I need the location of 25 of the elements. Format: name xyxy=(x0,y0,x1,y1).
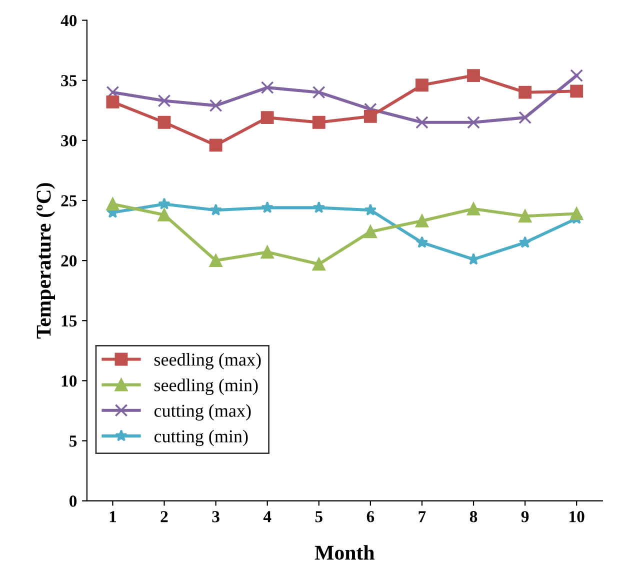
x-tick-label: 7 xyxy=(418,511,426,522)
legend-label: seedling (min) xyxy=(154,378,258,396)
y-tick-label: 30 xyxy=(61,135,77,146)
y-tick-label: 0 xyxy=(70,496,77,507)
y-axis-title: Temperature (ºC) xyxy=(36,183,55,339)
y-tick-label: 10 xyxy=(62,375,77,387)
x-tick-label: 3 xyxy=(212,511,220,522)
y-tick-label: 15 xyxy=(62,315,77,327)
legend-label: cutting (min) xyxy=(154,430,248,446)
x-tick-label: 4 xyxy=(263,511,272,522)
x-tick-label: 9 xyxy=(521,511,529,522)
x-tick-label: 10 xyxy=(570,511,584,522)
x-tick-label: 8 xyxy=(470,511,478,522)
y-tick-label: 25 xyxy=(61,195,77,206)
y-tick-label: 40 xyxy=(60,14,77,26)
x-tick-label: 2 xyxy=(160,511,168,522)
legend-label: seedling (max) xyxy=(154,353,261,370)
y-tick-label: 20 xyxy=(61,255,77,266)
y-tick-label: 5 xyxy=(70,436,77,447)
x-axis-title: Month xyxy=(314,545,374,560)
x-tick-label: 1 xyxy=(110,511,116,522)
x-tick-label: 5 xyxy=(315,511,322,522)
x-tick-label: 6 xyxy=(366,511,374,522)
y-tick-label: 35 xyxy=(61,75,77,86)
legend-label: cutting (max) xyxy=(154,404,251,421)
